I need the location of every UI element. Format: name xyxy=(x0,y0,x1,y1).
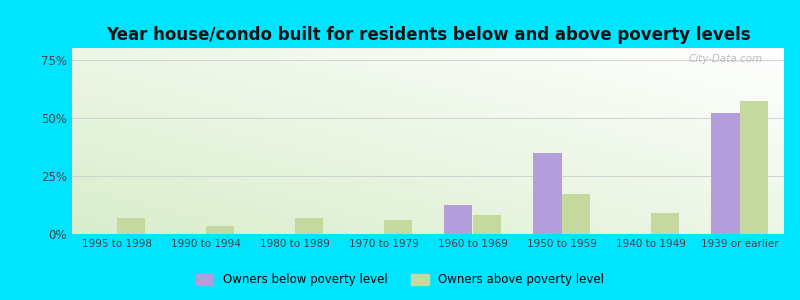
Text: City-Data.com: City-Data.com xyxy=(689,54,762,64)
Bar xyxy=(739,101,768,234)
Bar xyxy=(444,205,473,234)
Bar xyxy=(473,215,501,234)
Bar xyxy=(650,213,679,234)
Bar xyxy=(206,226,234,234)
Bar xyxy=(383,220,412,234)
Bar xyxy=(711,113,739,234)
Bar xyxy=(117,218,145,234)
Bar xyxy=(294,218,323,234)
Title: Year house/condo built for residents below and above poverty levels: Year house/condo built for residents bel… xyxy=(106,26,750,44)
Bar xyxy=(562,194,590,234)
Bar xyxy=(533,153,562,234)
Legend: Owners below poverty level, Owners above poverty level: Owners below poverty level, Owners above… xyxy=(191,269,609,291)
